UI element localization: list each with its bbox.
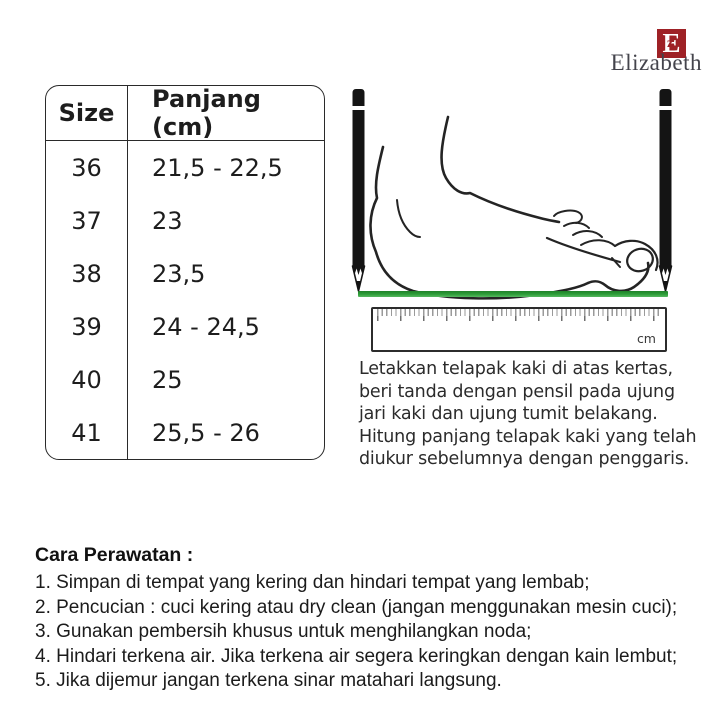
monogram-letter-e: E: [662, 28, 681, 58]
care-title: Cara Perawatan :: [35, 544, 194, 566]
length-cell: 25: [152, 365, 183, 394]
ruler-unit-label: cm: [636, 331, 656, 346]
size-cell: 38: [46, 247, 128, 300]
size-cell: 37: [46, 194, 128, 247]
size-cell: 40: [46, 353, 128, 406]
size-cell: 39: [46, 300, 128, 353]
measure-instruction-line: diukur sebelumnya dengan penggaris.: [359, 449, 690, 470]
brand-name: Elizabeth: [610, 50, 702, 75]
care-item: 3. Gunakan pembersih khusus untuk menghi…: [35, 621, 532, 642]
size-table-header-length: Panjang (cm): [128, 86, 324, 141]
length-cell: 21,5 - 22,5: [152, 153, 283, 182]
length-cell: 23,5: [152, 259, 206, 288]
size-cell: 36: [46, 141, 128, 194]
foot-illustration: [369, 115, 659, 300]
pencil-right-icon: [658, 89, 673, 292]
care-section: Cara Perawatan : 1. Simpan di tempat yan…: [35, 544, 705, 694]
brand-logo: E z Elizabeth: [590, 26, 706, 76]
length-cell: 25,5 - 26: [152, 418, 260, 447]
length-cell: 24 - 24,5: [152, 312, 260, 341]
measure-instructions: Letakkan telapak kaki di atas kertas, be…: [359, 358, 719, 471]
pencil-left-icon: [351, 89, 366, 292]
measure-instruction-line: Hitung panjang telapak kaki yang telah: [359, 426, 697, 447]
care-item: 5. Jika dijemur jangan terkena sinar mat…: [35, 670, 502, 691]
monogram-letter-z: z: [667, 36, 674, 51]
size-table-header-size: Size: [46, 86, 128, 141]
length-cell: 23: [152, 206, 183, 235]
care-item: 1. Simpan di tempat yang kering dan hind…: [35, 572, 590, 593]
measure-instruction-line: jari kaki dan ujung tumit belakang.: [359, 404, 658, 425]
care-item: 2. Pencucian : cuci kering atau dry clea…: [35, 596, 678, 618]
size-table: Size Panjang (cm) 36 21,5 - 22,5 37 23 3…: [45, 85, 325, 460]
measure-instruction-line: beri tanda dengan pensil pada ujung: [359, 381, 675, 402]
brand-monogram-icon: E z: [657, 29, 686, 58]
care-item: 4. Hindari terkena air. Jika terkena air…: [35, 645, 678, 667]
size-cell: 41: [46, 406, 128, 459]
ruler-ticks: [377, 309, 661, 321]
measurement-line: [358, 291, 668, 297]
ruler: cm: [371, 307, 667, 352]
measure-instruction-line: Letakkan telapak kaki di atas kertas,: [359, 359, 673, 379]
